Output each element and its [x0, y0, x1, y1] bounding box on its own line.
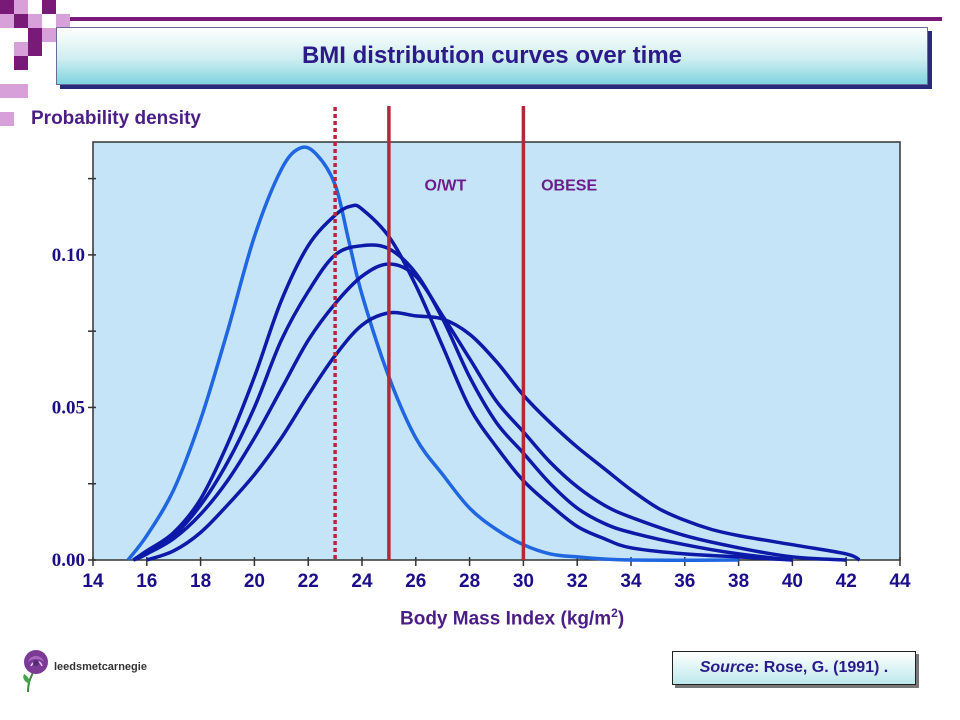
leedsmetcarnegie-logo: leedsmetcarnegie [23, 650, 147, 693]
x-tick-label: 14 [82, 571, 104, 592]
decor-square [0, 14, 14, 28]
x-tick-label: 20 [244, 571, 265, 592]
x-tick-label: 32 [567, 571, 588, 592]
decor-square [28, 14, 42, 28]
title-bar: BMI distribution curves over time [56, 27, 928, 85]
x-axis-title: Body Mass Index (kg/m2) [400, 606, 624, 630]
bmi-chart: 0.00 0.05 0.10 14 16 18 20 22 24 26 28 30 32 34 36 38 40… [52, 106, 911, 592]
decor-square [28, 42, 42, 56]
x-tick-label: 44 [889, 571, 911, 592]
decor-square [14, 14, 28, 28]
density-curve-1 [126, 145, 739, 562]
y-axis-title: Probability density [31, 108, 201, 129]
source-box: Source: Rose, G. (1991) . [672, 651, 916, 685]
x-axis-title-sup: 2 [611, 606, 618, 620]
decor-square [0, 84, 14, 98]
x-tick-label: 18 [190, 571, 211, 592]
rose-icon [23, 650, 48, 693]
decor-square [0, 0, 14, 14]
decor-square [28, 28, 42, 42]
logo-wordmark: leedsmetcarnegie [54, 661, 147, 673]
decor-square [42, 0, 56, 14]
source-label: Source [699, 659, 754, 676]
decor-square [14, 84, 28, 98]
x-tick-label: 36 [674, 571, 695, 592]
x-tick-label: 30 [513, 571, 534, 592]
x-tick-label: 22 [298, 571, 319, 592]
y-tick-label: 0.00 [52, 550, 85, 571]
x-axis-title-end: ) [617, 608, 625, 630]
decor-square [14, 42, 28, 56]
x-tick-label: 34 [620, 571, 642, 592]
decor-square [42, 28, 56, 42]
x-axis-title-main: Body Mass Index (kg/m [400, 608, 612, 630]
decor-square [56, 14, 70, 28]
x-tick-label: 28 [459, 571, 480, 592]
density-curve-3 [132, 243, 793, 562]
y-tick-label: 0.05 [52, 397, 85, 418]
x-tick-label: 26 [405, 571, 426, 592]
decor-square [14, 56, 28, 70]
decor-square [14, 0, 28, 14]
density-curve-4 [132, 262, 847, 562]
plot-area [92, 141, 901, 561]
x-tick-label: 42 [836, 571, 857, 592]
source-text: : Rose, G. (1991) . [753, 659, 889, 676]
x-tick-label: 40 [782, 571, 803, 592]
x-tick-label: 24 [351, 571, 373, 592]
annotation-obese: OBESE [541, 178, 597, 195]
density-curve-5 [146, 310, 861, 562]
x-tick-label: 38 [728, 571, 749, 592]
y-tick-label: 0.10 [52, 245, 85, 266]
slide-title: BMI distribution curves over time [301, 42, 683, 69]
x-tick-label: 16 [136, 571, 157, 592]
annotation-owt: O/WT [425, 178, 467, 195]
decor-line [70, 17, 942, 21]
decor-square [0, 112, 14, 126]
